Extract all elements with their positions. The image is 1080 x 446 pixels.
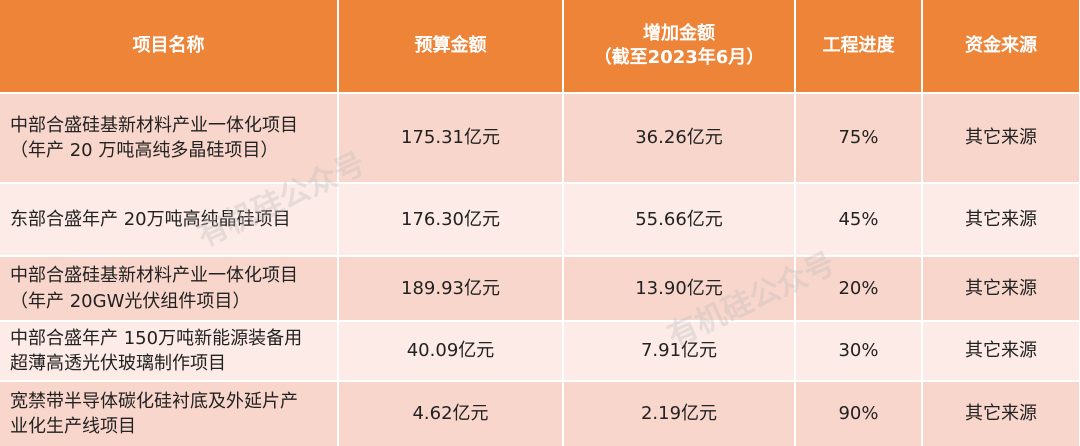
project-name-cell: 中部合盛硅基新材料产业一体化项目（年产 20 万吨高纯多晶硅项目） (0, 92, 339, 183)
table-cell: 13.90亿元 (563, 255, 796, 321)
project-name-cell: 中部合盛年产 150万吨新能源装备用超薄高透光伏玻璃制作项目 (0, 320, 339, 381)
table-cell: 36.26亿元 (563, 92, 796, 183)
table-cell: 75% (795, 92, 923, 183)
table-cell: 30% (795, 320, 923, 381)
table-row: 中部合盛硅基新材料产业一体化项目（年产 20 万吨高纯多晶硅项目） 175.31亿… (0, 92, 1080, 183)
table-cell: 176.30亿元 (338, 182, 564, 256)
header-row: 项目名称 预算金额 增加金额 （截至2023年6月） 工程进度 资金来源 (0, 0, 1080, 93)
table-cell: 40.09亿元 (338, 320, 564, 381)
table-cell: 175.31亿元 (338, 92, 564, 183)
project-name-cell: 中部合盛硅基新材料产业一体化项目（年产 20GW光伏组件项目） (0, 255, 339, 321)
project-name-cell: 东部合盛年产 20万吨高纯晶硅项目 (0, 182, 339, 256)
header-cell: 项目名称 (0, 0, 339, 93)
project-name-cell: 宽禁带半导体碳化硅衬底及外延片产业化生产线项目 (0, 380, 339, 446)
header-cell: 资金来源 (922, 0, 1080, 93)
header-cell: 工程进度 (795, 0, 923, 93)
table-cell: 其它来源 (922, 92, 1080, 183)
table-row: 东部合盛年产 20万吨高纯晶硅项目 176.30亿元 55.66亿元 45% 其它来源 (0, 182, 1080, 256)
table-cell: 其它来源 (922, 255, 1080, 321)
table-row: 中部合盛年产 150万吨新能源装备用超薄高透光伏玻璃制作项目 40.09亿元 7.9… (0, 320, 1080, 381)
table-cell: 189.93亿元 (338, 255, 564, 321)
table-row: 宽禁带半导体碳化硅衬底及外延片产业化生产线项目 4.62亿元 2.19亿元 90% 其它… (0, 380, 1080, 446)
header-cell: 预算金额 (338, 0, 564, 93)
table-cell: 20% (795, 255, 923, 321)
table-body: 中部合盛硅基新材料产业一体化项目（年产 20 万吨高纯多晶硅项目） 175.31亿… (0, 92, 1080, 446)
table-cell: 其它来源 (922, 380, 1080, 446)
table-row: 中部合盛硅基新材料产业一体化项目（年产 20GW光伏组件项目） 189.93亿元 1… (0, 255, 1080, 321)
table-cell: 7.91亿元 (563, 320, 796, 381)
table-cell: 其它来源 (922, 320, 1080, 381)
table-cell: 4.62亿元 (338, 380, 564, 446)
table-cell: 55.66亿元 (563, 182, 796, 256)
table-cell: 2.19亿元 (563, 380, 796, 446)
header-cell: 增加金额 （截至2023年6月） (563, 0, 796, 93)
table-cell: 45% (795, 182, 923, 256)
table-cell: 其它来源 (922, 182, 1080, 256)
table-cell: 90% (795, 380, 923, 446)
